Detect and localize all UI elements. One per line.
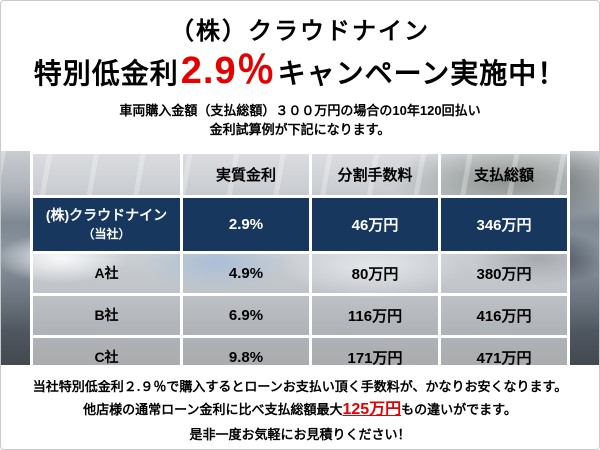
cell-company-fee: 46万円 [309,195,441,254]
cell-rate-c: 9.8% [180,335,312,380]
campaign-prefix: 特別低金利 [33,58,179,89]
cell-total-a: 380万円 [438,251,570,296]
cell-company-total: 346万円 [438,195,570,254]
footer-line-2-prefix: 他店様の通常ローン金利に比べ支払総額最大 [83,402,343,418]
table-header-row: 実質金利 分割手数料 支払総額 [30,151,570,198]
cell-name-b: B社 [30,293,183,338]
campaign-rate: 2.9％ [180,50,276,92]
footer-line-1: 当社特別低金利２.９％で購入するとローンお支払い頂く手数料が、かなりお安くなりま… [32,379,568,394]
company-title: （株）クラウドナイン [170,18,430,45]
table-row-company: (株)クラウドナイン （当社） 2.9% 46万円 346万円 [30,195,570,254]
cell-total-b: 416万円 [438,293,570,338]
footer-line-2: 他店様の通常ローン金利に比べ支払総額最大125万円もの違いがでます。 [1,397,599,423]
table-row-company-c: C社 9.8% 171万円 471万円 [30,335,570,380]
footer-line-3: 是非一度お気軽にお見積りください！ [189,426,411,442]
footer-savings-highlight: 125万円 [342,401,402,419]
company-name-sub: （当社） [82,226,131,241]
header-section: （株）クラウドナイン 特別低金利2.9％キャンペーン実施中！ 車両購入金額（支払… [1,1,599,144]
rate-comparison-table: 実質金利 分割手数料 支払総額 (株)クラウドナイン （当社） 2.9% 46万円… [30,151,570,380]
header-cell-rate: 実質金利 [180,151,312,198]
company-name-text: (株)クラウドナイン [45,207,168,223]
campaign-description: 車両購入金額（支払総額）３００万円の場合の10年120回払い 金利試算例が下記に… [1,101,599,140]
footer-line-2-suffix: もの違いがでます。 [401,402,517,418]
table-row-company-a: A社 4.9% 80万円 380万円 [30,251,570,296]
cell-rate-a: 4.9% [180,251,312,296]
campaign-suffix: キャンペーン実施中！ [277,58,567,89]
header-cell-total: 支払総額 [438,151,570,198]
description-line-1: 車両購入金額（支払総額）３００万円の場合の10年120回払い [119,102,481,118]
description-line-2: 金利試算例が下記になります。 [209,122,391,138]
header-cell-fee: 分割手数料 [309,151,441,198]
cell-fee-a: 80万円 [309,251,441,296]
footer-section: 当社特別低金利２.９％で購入するとローンお支払い頂く手数料が、かなりお安くなりま… [1,365,599,449]
cell-company-rate: 2.9% [180,195,312,254]
header-cell-empty [30,151,183,198]
cell-total-c: 471万円 [438,335,570,380]
cell-company-name: (株)クラウドナイン （当社） [30,195,183,254]
cell-name-c: C社 [30,335,183,380]
table-row-company-b: B社 6.9% 116万円 416万円 [30,293,570,338]
cell-name-a: A社 [30,251,183,296]
campaign-headline: 特別低金利2.9％キャンペーン実施中！ [1,50,599,94]
cell-rate-b: 6.9% [180,293,312,338]
car-photo-background: 実質金利 分割手数料 支払総額 (株)クラウドナイン （当社） 2.9% 46万円… [1,151,599,380]
cell-fee-c: 171万円 [309,335,441,380]
cell-fee-b: 116万円 [309,293,441,338]
